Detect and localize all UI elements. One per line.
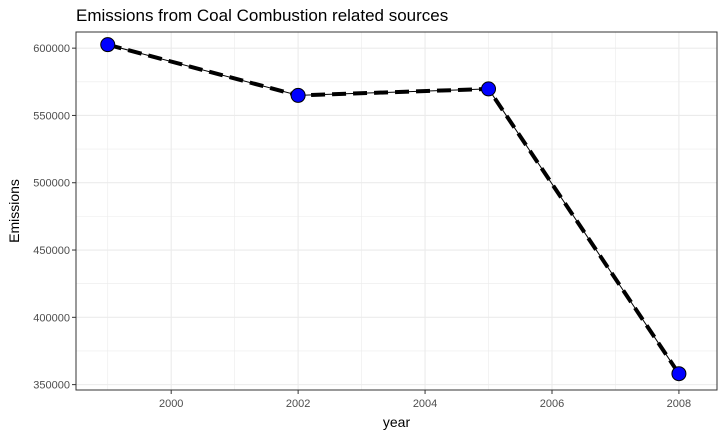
plot-panel-border [75, 31, 718, 391]
x-tick-label: 2006 [540, 398, 564, 410]
x-tick-label: 2008 [667, 398, 691, 410]
y-tick-label: 450000 [33, 245, 70, 257]
series-lines [107, 42, 681, 375]
y-tick-label: 400000 [33, 312, 70, 324]
minor-gridlines [76, 32, 717, 390]
x-axis-title: year [383, 414, 411, 430]
y-axis-ticks: 350000 400000 450000 500000 550000 600000 [33, 43, 76, 392]
x-tick-label: 2004 [413, 398, 437, 410]
data-point [671, 366, 687, 382]
data-point [481, 81, 497, 97]
y-tick-label: 600000 [33, 43, 70, 55]
x-tick-label: 2000 [159, 398, 183, 410]
major-gridlines [76, 32, 717, 390]
x-axis-ticks: 2000 2002 2004 2006 2008 [159, 390, 691, 410]
y-tick-label: 350000 [33, 380, 70, 392]
data-point [100, 37, 116, 53]
chart-title: Emissions from Coal Combustion related s… [76, 6, 449, 25]
y-tick-label: 500000 [33, 178, 70, 190]
x-tick-label: 2002 [286, 398, 310, 410]
y-axis-title: Emissions [6, 179, 22, 243]
data-points [100, 37, 687, 382]
data-point [290, 87, 306, 103]
series-dashed-line [107, 42, 681, 375]
y-tick-label: 550000 [33, 110, 70, 122]
series-line [107, 44, 680, 374]
